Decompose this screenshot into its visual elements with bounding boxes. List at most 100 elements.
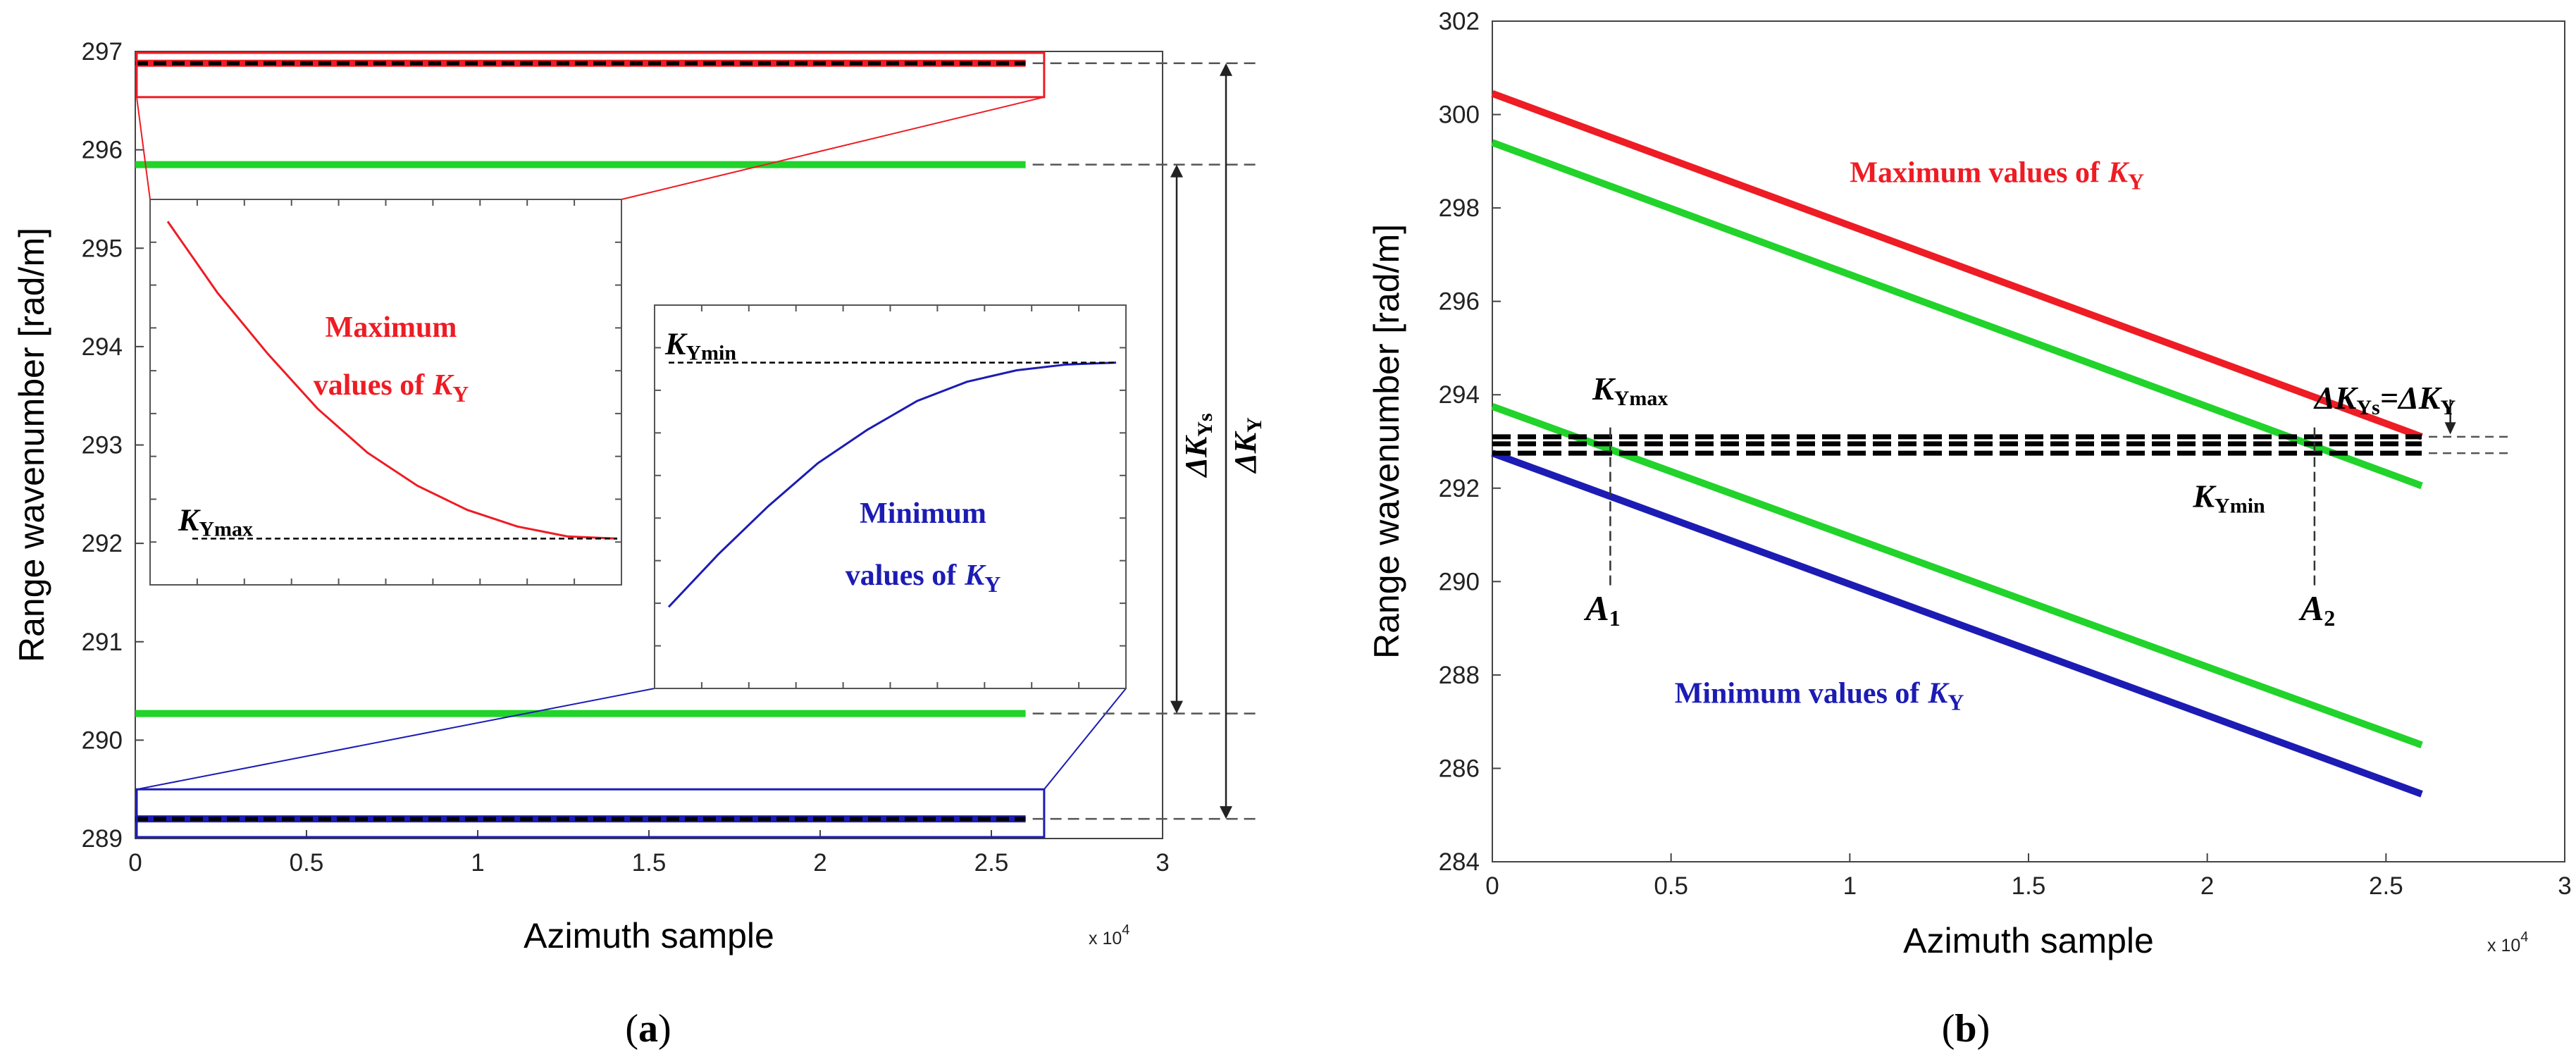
text-span: Ymin <box>2215 494 2265 517</box>
text-span: Ymax <box>1614 387 1668 410</box>
text-span: A <box>1583 588 1609 628</box>
y-tick-label: 297 <box>82 38 123 66</box>
inset-max-curve <box>166 221 618 540</box>
y-tick-label: 291 <box>82 629 123 656</box>
text-span: Ys <box>1194 413 1217 436</box>
text-span: K <box>1592 371 1616 407</box>
text-span: K <box>2107 157 2130 190</box>
delta-kys-label: ΔKYs <box>1179 413 1217 478</box>
text-span: K <box>964 559 986 592</box>
x-tick-label: 2.5 <box>974 849 1009 877</box>
x-tick-label: 3 <box>1156 849 1169 877</box>
a2-label: A2 <box>2298 588 2335 631</box>
y-tick-label: 298 <box>1439 194 1480 222</box>
y-tick-label: 290 <box>82 726 123 754</box>
text-span: K <box>1927 678 1950 710</box>
text-span: ΔK <box>1228 431 1263 474</box>
a1-label: A1 <box>1583 588 1620 631</box>
x-tick-label: 2.5 <box>2369 872 2403 900</box>
y-axis-label: Range wavenumber [rad/m] <box>1367 224 1406 659</box>
text-span: Minimum values of <box>1675 678 1921 710</box>
x-tick-label: 0 <box>1485 872 1499 900</box>
series-line-green <box>1491 139 2423 490</box>
text-span: K <box>2192 478 2217 514</box>
zoom-box-max <box>135 51 1046 99</box>
text-span: Maximum values of <box>1850 157 2100 190</box>
text-span: 2 <box>2324 605 2335 631</box>
x-tick-label: 2 <box>2200 872 2214 900</box>
x-exponent: x 104 <box>1089 922 1129 948</box>
zoom-connector-red <box>621 96 1045 200</box>
x-tick-label: 1 <box>471 849 484 877</box>
text-span: ΔK <box>2313 380 2359 416</box>
zoom-box-min <box>135 788 1046 839</box>
y-tick-label: 295 <box>82 235 123 262</box>
min-values-label: Minimum values of KY <box>1675 678 1964 715</box>
y-tick-label: 300 <box>1439 101 1480 129</box>
panel-b: 0 0.5 1 1.5 2 2.5 3 284 286 288 290 292 294 296 298 300… <box>1367 8 2572 1051</box>
text-span: =ΔK <box>2380 380 2443 416</box>
x-tick-label: 0.5 <box>290 849 324 877</box>
text-span: values of <box>314 369 426 402</box>
y-tick-label: 292 <box>1439 475 1480 502</box>
x-tick-label: 1 <box>1843 872 1857 900</box>
delta-kys-arrow-head <box>1170 700 1183 714</box>
text-span: 1 <box>1609 605 1621 631</box>
k-ymax-label: KYmax <box>1592 371 1668 410</box>
delta-ky-label: ΔKY <box>1228 417 1266 474</box>
text-span: K <box>432 369 454 402</box>
y-tick-label: 294 <box>82 333 123 361</box>
inset-max-frame <box>149 199 622 586</box>
text-span: Y <box>2128 169 2144 194</box>
inset-min-label: Minimum <box>860 497 986 530</box>
text-span: Ymax <box>199 517 253 540</box>
y-tick-label: 296 <box>1439 288 1480 316</box>
y-axis-label: Range wavenumber [rad/m] <box>12 228 51 662</box>
text-span: 4 <box>1122 922 1129 938</box>
x-tick-label: 2 <box>813 849 826 877</box>
x-tick-label: 1.5 <box>2012 872 2046 900</box>
text-span: x 10 <box>2487 936 2520 955</box>
series-line-green <box>1491 403 2423 749</box>
text-span: A <box>2298 588 2324 628</box>
text-span: Y <box>1243 417 1266 433</box>
x-exponent: x 104 <box>2487 929 2528 955</box>
text-span: Ys <box>2356 396 2379 419</box>
text-span: Y <box>2440 396 2456 419</box>
inset-min-curve <box>667 361 1117 608</box>
text-span: ΔK <box>1179 435 1213 478</box>
y-tick-label: 289 <box>82 825 123 853</box>
delta-kys-arrow-head <box>1170 164 1183 178</box>
zoom-connector-red <box>136 97 151 200</box>
x-tick-label: 0 <box>128 849 142 877</box>
k-ymax-label: KYmax <box>178 502 253 540</box>
text-span: K <box>664 327 688 361</box>
text-span: values of <box>846 559 958 592</box>
y-tick-label: 296 <box>82 137 123 164</box>
x-tick-label: 3 <box>2558 872 2571 900</box>
zoom-connector-blue <box>1044 688 1127 790</box>
delta-equal-label: ΔKYs=ΔKY <box>2313 380 2456 419</box>
text-span: Y <box>452 381 469 407</box>
k-ymin-label: KYmin <box>2192 478 2265 517</box>
y-tick-label: 284 <box>1439 848 1480 876</box>
k-ymin-label: KYmin <box>664 327 736 365</box>
caption-b: (b) <box>1942 1007 1990 1051</box>
y-tick-label: 286 <box>1439 755 1480 782</box>
text-span: x 10 <box>1089 929 1122 948</box>
text-span: K <box>178 502 201 537</box>
delta-ky-arrow-head <box>1220 806 1232 819</box>
series-line-red <box>1491 90 2423 440</box>
series-line-blue <box>1491 450 2423 798</box>
y-tick-label: 293 <box>82 432 123 459</box>
inset-min-label: values of KY <box>846 559 1001 597</box>
text-span: Ymin <box>686 342 736 365</box>
delta-arrow-head <box>2444 422 2456 435</box>
x-axis-label: Azimuth sample <box>524 916 774 955</box>
inset-min-frame <box>654 304 1127 689</box>
text-span: 4 <box>2520 929 2528 945</box>
delta-ky-arrow-head <box>1220 63 1232 76</box>
y-tick-label: 292 <box>82 530 123 557</box>
x-tick-label: 0.5 <box>1654 872 1688 900</box>
caption-a: (a) <box>625 1007 671 1051</box>
